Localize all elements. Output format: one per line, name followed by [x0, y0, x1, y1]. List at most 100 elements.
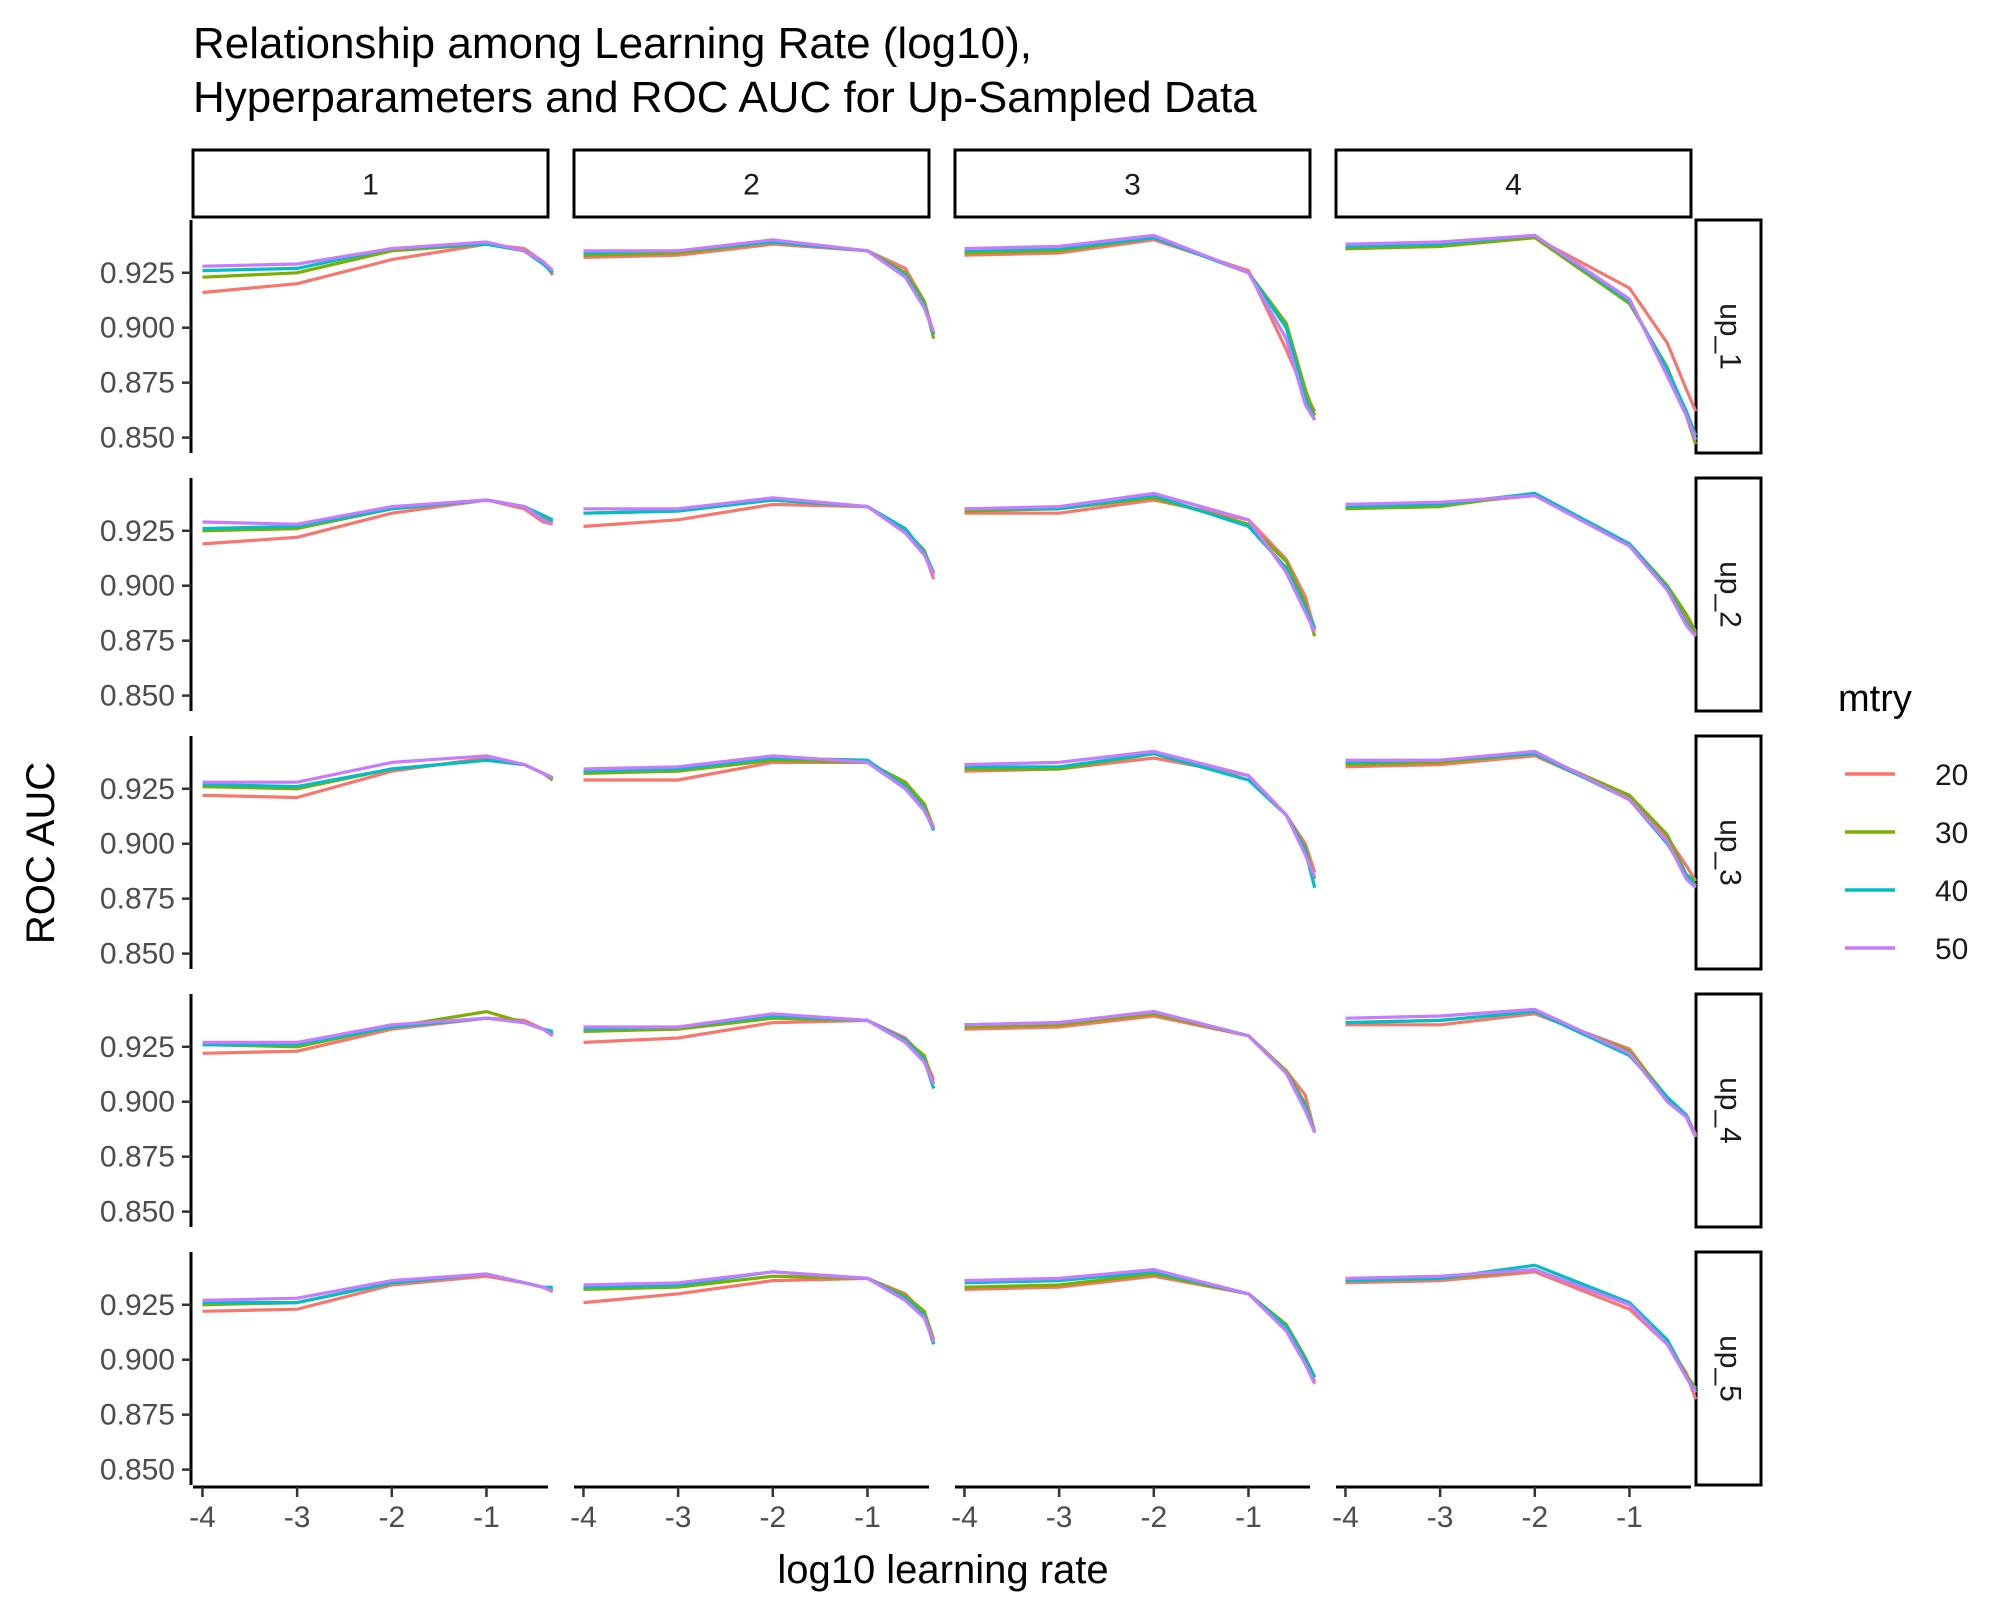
col-strip-label-2: 2 [743, 169, 760, 202]
row-strip-label-up_5: up_5 [1714, 1335, 1747, 1402]
series-line-mtry-50-up_5-col3 [964, 1267, 1317, 1385]
legend-label-50: 50 [1935, 933, 1968, 966]
series-line-mtry-20-up_5-col4 [1345, 1270, 1698, 1400]
y-tick-label: 0.900 [100, 1344, 175, 1377]
row-strip-up_4 [1694, 992, 1763, 1229]
legend-label-30: 30 [1935, 817, 1968, 850]
series-line-mtry-50-up_4-col2 [583, 1012, 936, 1085]
series-line-mtry-30-up_1-col3 [964, 236, 1317, 417]
series-line-mtry-30-up_2-col3 [964, 496, 1317, 637]
series-line-mtry-50-up_1-col1 [202, 240, 554, 272]
series-line-mtry-50-up_4-col4 [1345, 1007, 1698, 1138]
x-tick-label: -3 [1427, 1501, 1454, 1534]
legend-label-40: 40 [1935, 875, 1968, 908]
series-line-mtry-30-up_5-col4 [1345, 1267, 1698, 1390]
series-line-mtry-20-up_4-col1 [202, 1016, 554, 1055]
x-tick-label: -1 [1616, 1501, 1643, 1534]
series-line-mtry-40-up_4-col4 [1345, 1009, 1698, 1138]
x-tick-label: -4 [189, 1501, 216, 1534]
series-line-mtry-30-up_3-col3 [964, 751, 1317, 880]
series-line-mtry-50-up_2-col3 [964, 491, 1317, 633]
series-line-mtry-20-up_3-col3 [964, 756, 1317, 873]
chart-title-line-2: Hyperparameters and ROC AUC for Up-Sampl… [193, 73, 1257, 122]
series-line-mtry-50-up_2-col2 [583, 496, 936, 576]
col-strip-label-4: 4 [1505, 169, 1522, 202]
series-line-mtry-50-up_2-col4 [1345, 494, 1697, 638]
series-line-mtry-40-up_3-col4 [1345, 751, 1697, 887]
series-line-mtry-20-up_5-col3 [964, 1274, 1317, 1383]
col-strip-label-1: 1 [362, 169, 379, 202]
series-line-mtry-50-up_3-col3 [964, 749, 1317, 878]
row-strip-up_1 [1694, 218, 1763, 455]
series-line-mtry-40-up_1-col4 [1345, 233, 1698, 436]
y-tick-label: 0.900 [100, 828, 175, 861]
y-tick-label: 0.875 [100, 367, 175, 400]
series-line-mtry-20-up_4-col4 [1345, 1012, 1698, 1136]
x-tick-label: -4 [1332, 1501, 1359, 1534]
y-tick-label: 0.850 [100, 422, 175, 455]
legend: mtry 20 30 40 50 [1838, 678, 1968, 966]
x-tick-label: -3 [284, 1501, 311, 1534]
y-tick-label: 0.875 [100, 1399, 175, 1432]
series-line-mtry-50-up_1-col4 [1345, 233, 1698, 441]
series-line-mtry-50-up_5-col2 [583, 1270, 936, 1343]
y-tick-label: 0.900 [100, 1086, 175, 1119]
series-line-mtry-40-up_2-col4 [1345, 491, 1698, 638]
x-axis-title: log10 learning rate [777, 1548, 1108, 1592]
series-line-mtry-50-up_1-col3 [964, 233, 1317, 421]
row-strip-label-up_2: up_2 [1714, 561, 1747, 628]
y-tick-label: 0.850 [100, 938, 175, 971]
y-tick-label: 0.900 [100, 570, 175, 603]
y-tick-label: 0.875 [100, 625, 175, 658]
series-line-mtry-30-up_4-col3 [964, 1012, 1317, 1133]
x-tick-label: -3 [665, 1501, 692, 1534]
y-tick-label: 0.925 [100, 257, 175, 290]
col-strip-4 [1334, 148, 1693, 219]
x-tick-label: -1 [854, 1501, 881, 1534]
series-line-mtry-30-up_1-col1 [202, 242, 554, 279]
series-line-mtry-20-up_2-col3 [964, 498, 1317, 631]
series-line-mtry-50-up_4-col3 [964, 1009, 1317, 1134]
series-line-mtry-40-up_4-col3 [964, 1009, 1317, 1134]
x-tick-label: -2 [1140, 1501, 1167, 1534]
y-tick-label: 0.850 [100, 1454, 175, 1487]
x-tick-label: -1 [1235, 1501, 1262, 1534]
series-line-mtry-40-up_1-col1 [202, 242, 554, 274]
facet-panels: 1 2 3 4 up_1 up_2 up_3 up_4 up_5 0.850 0.875 0.900 0… [100, 148, 1763, 1534]
series-line-mtry-50-up_3-col4 [1345, 749, 1697, 889]
row-strip-label-up_3: up_3 [1714, 819, 1747, 886]
row-strip-up_5 [1694, 1250, 1763, 1487]
series-line-mtry-40-up_2-col3 [964, 494, 1317, 629]
series-line-mtry-50-up_2-col1 [202, 498, 554, 526]
legend-title: mtry [1838, 678, 1912, 720]
series-line-mtry-40-up_3-col3 [964, 751, 1317, 889]
x-tick-label: -2 [1521, 1501, 1548, 1534]
row-strip-up_3 [1694, 734, 1763, 971]
x-tick-label: -1 [473, 1501, 500, 1534]
series-line-mtry-20-up_4-col3 [964, 1014, 1317, 1133]
y-tick-label: 0.925 [100, 515, 175, 548]
x-tick-label: -4 [951, 1501, 978, 1534]
series-line-mtry-50-up_3-col1 [202, 754, 554, 784]
row-strip-label-up_1: up_1 [1714, 303, 1747, 370]
series-line-mtry-40-up_1-col3 [964, 236, 1317, 421]
y-tick-label: 0.850 [100, 680, 175, 713]
x-tick-label: -4 [570, 1501, 597, 1534]
col-strip-1 [191, 148, 550, 219]
series-line-mtry-20-up_2-col4 [1345, 494, 1698, 635]
series-line-mtry-40-up_5-col4 [1345, 1263, 1698, 1392]
y-tick-label: 0.925 [100, 773, 175, 806]
x-tick-label: -2 [378, 1501, 405, 1534]
legend-label-20: 20 [1935, 759, 1968, 792]
row-strip-up_2 [1694, 476, 1763, 713]
row-strip-label-up_4: up_4 [1714, 1077, 1747, 1144]
series-line-mtry-20-up_5-col1 [202, 1274, 554, 1313]
col-strip-2 [572, 148, 931, 219]
x-tick-label: -2 [759, 1501, 786, 1534]
chart-title-line-1: Relationship among Learning Rate (log10)… [193, 19, 1032, 68]
series-line-mtry-30-up_4-col4 [1345, 1009, 1698, 1138]
series-line-mtry-30-up_1-col4 [1345, 236, 1698, 445]
series-line-mtry-20-up_3-col4 [1345, 754, 1698, 882]
series-line-mtry-20-up_1-col3 [964, 238, 1317, 412]
